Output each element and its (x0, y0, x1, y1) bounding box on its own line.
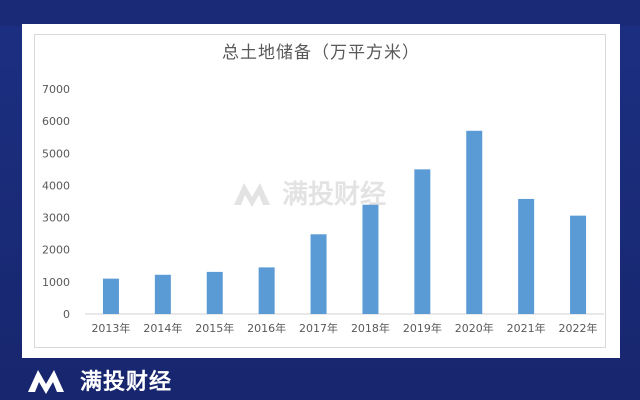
y-tick-label: 6000 (42, 115, 70, 128)
bar-2021年 (518, 198, 535, 314)
x-tick-label: 2021年 (507, 321, 546, 335)
x-tick-label: 2020年 (455, 321, 494, 335)
x-tick-label: 2018年 (351, 321, 390, 335)
chart-title: 总土地储备（万平方米） (222, 43, 420, 63)
bar-2013年 (102, 278, 119, 314)
bar-2019年 (414, 169, 431, 314)
y-tick-label: 5000 (42, 147, 70, 160)
top-band (0, 0, 640, 26)
bar-2014年 (154, 274, 171, 314)
chart-card: 总土地储备（万平方米） 满投财经 0 1000 2000 3000 4000 5000 60… (22, 24, 620, 358)
bar-2020年 (466, 130, 483, 314)
y-tick-label: 2000 (42, 244, 70, 257)
watermark-logo-icon (234, 182, 270, 207)
chart-frame (34, 34, 606, 348)
bar-2016年 (258, 267, 275, 314)
bar-2015年 (206, 271, 223, 314)
bar-2018年 (362, 204, 379, 314)
brand-name: 满投财经 (80, 370, 173, 395)
x-tick-label: 2013年 (91, 321, 130, 335)
bar-2022年 (570, 215, 587, 314)
y-tick-label: 3000 (42, 212, 70, 225)
x-tick-label: 2015年 (195, 321, 234, 335)
y-tick-label: 1000 (42, 276, 70, 289)
y-tick-label: 4000 (42, 179, 70, 192)
footer-brand: 满投财经 (26, 364, 172, 396)
x-tick-label: 2019年 (403, 321, 442, 335)
x-tick-label: 2014年 (143, 321, 182, 335)
y-tick-label: 7000 (42, 83, 70, 96)
x-tick-label: 2017年 (299, 321, 338, 335)
bar-chart: 0 1000 2000 3000 4000 5000 6000 7000 2013年 2014年 2… (42, 83, 604, 335)
x-tick-label: 2016年 (247, 321, 286, 335)
y-tick-label: 0 (63, 308, 70, 321)
brand-logo-icon (28, 370, 64, 394)
bar-2017年 (310, 234, 327, 314)
x-tick-label: 2022年 (559, 321, 598, 335)
